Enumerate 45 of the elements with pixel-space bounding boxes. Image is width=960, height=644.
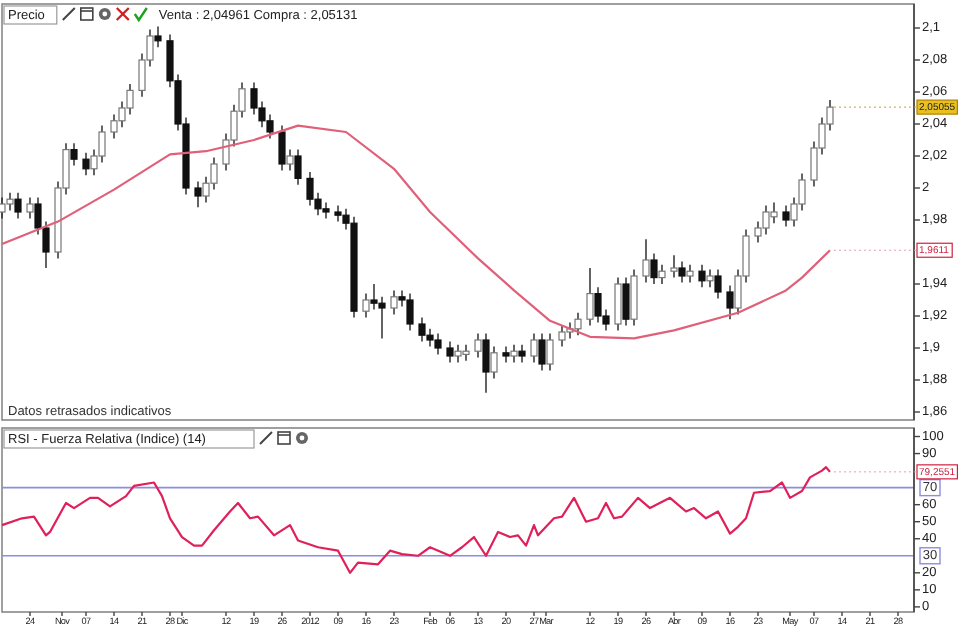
candlestick (446, 340, 454, 364)
candlestick (306, 171, 314, 207)
candlestick (154, 25, 162, 48)
candlestick (194, 180, 202, 208)
candlestick (418, 316, 426, 343)
candlestick (70, 142, 78, 167)
candlestick (362, 292, 370, 319)
candlestick (82, 152, 90, 176)
candlestick (390, 289, 398, 316)
line-series (0, 124, 832, 340)
candlestick (714, 268, 722, 300)
candlestick (502, 345, 510, 364)
candlestick (782, 204, 790, 228)
candlestick (434, 332, 442, 356)
candlestick (530, 332, 538, 364)
candlestick (770, 201, 778, 224)
candlestick (614, 276, 622, 332)
candlestick (574, 312, 582, 336)
candlestick (474, 332, 482, 359)
candlestick (726, 284, 734, 320)
candlestick (546, 332, 554, 372)
candlestick (490, 345, 498, 380)
candlestick (762, 204, 770, 236)
candlestick (698, 264, 706, 288)
candlestick (630, 268, 638, 327)
candlestick (14, 192, 22, 220)
candlestick (482, 332, 490, 394)
candlestick (26, 196, 34, 220)
candlestick (622, 276, 630, 327)
candlestick (286, 148, 294, 172)
candlestick (334, 204, 342, 223)
candlestick (670, 254, 678, 279)
candlestick (594, 286, 602, 324)
candlestick (322, 201, 330, 220)
candlestick (558, 324, 566, 348)
candlestick (642, 238, 650, 284)
candlestick (678, 260, 686, 284)
candlestick (586, 267, 594, 327)
candlestick (294, 148, 302, 186)
candlestick (658, 264, 666, 285)
line-series (0, 466, 832, 574)
candlestick (278, 124, 286, 172)
candlestick (462, 344, 470, 362)
candlestick (538, 332, 546, 372)
candlestick (406, 292, 414, 332)
